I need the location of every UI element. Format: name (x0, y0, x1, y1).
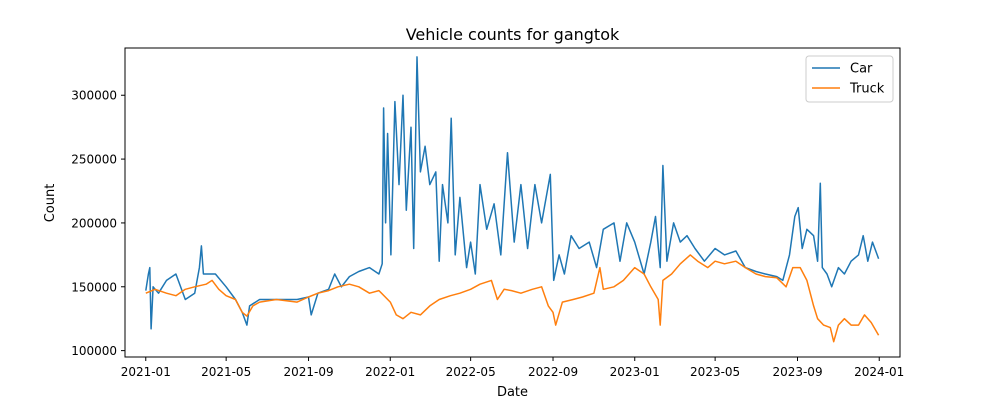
x-tick-label: 2021-05 (201, 365, 251, 379)
series-line-car (145, 56, 880, 330)
chart-title: Vehicle counts for gangtok (406, 25, 620, 44)
series-layer (145, 56, 880, 343)
series-line-truck (145, 254, 880, 343)
x-tick-label: 2021-09 (283, 365, 333, 379)
y-tick-label: 300000 (71, 89, 117, 103)
plot-area (124, 47, 901, 358)
y-tick-label: 150000 (71, 280, 117, 294)
y-tick-label: 200000 (71, 216, 117, 230)
legend: Car Truck (805, 55, 894, 103)
x-tick-label: 2022-05 (446, 365, 496, 379)
x-tick-label: 2021-01 (121, 365, 171, 379)
axes-frame (124, 47, 901, 358)
y-tick-label: 250000 (71, 153, 117, 167)
x-tick-label: 2023-09 (772, 365, 822, 379)
y-axis-label: Count (43, 184, 58, 223)
x-tick-label: 2024-01 (854, 365, 904, 379)
x-axis: 2021-01 2021-05 2021-09 2022-01 2022-05 2022-… (121, 357, 904, 379)
legend-label-car: Car (850, 62, 873, 77)
x-tick-label: 2023-01 (610, 365, 660, 379)
x-tick-label: 2022-01 (365, 365, 415, 379)
x-tick-label: 2023-05 (690, 365, 740, 379)
y-axis: 100000 150000 200000 250000 300000 (71, 89, 125, 358)
y-tick-label: 100000 (71, 344, 117, 358)
x-axis-label: Date (497, 385, 528, 400)
legend-label-truck: Truck (849, 82, 885, 97)
x-tick-label: 2022-09 (528, 365, 578, 379)
